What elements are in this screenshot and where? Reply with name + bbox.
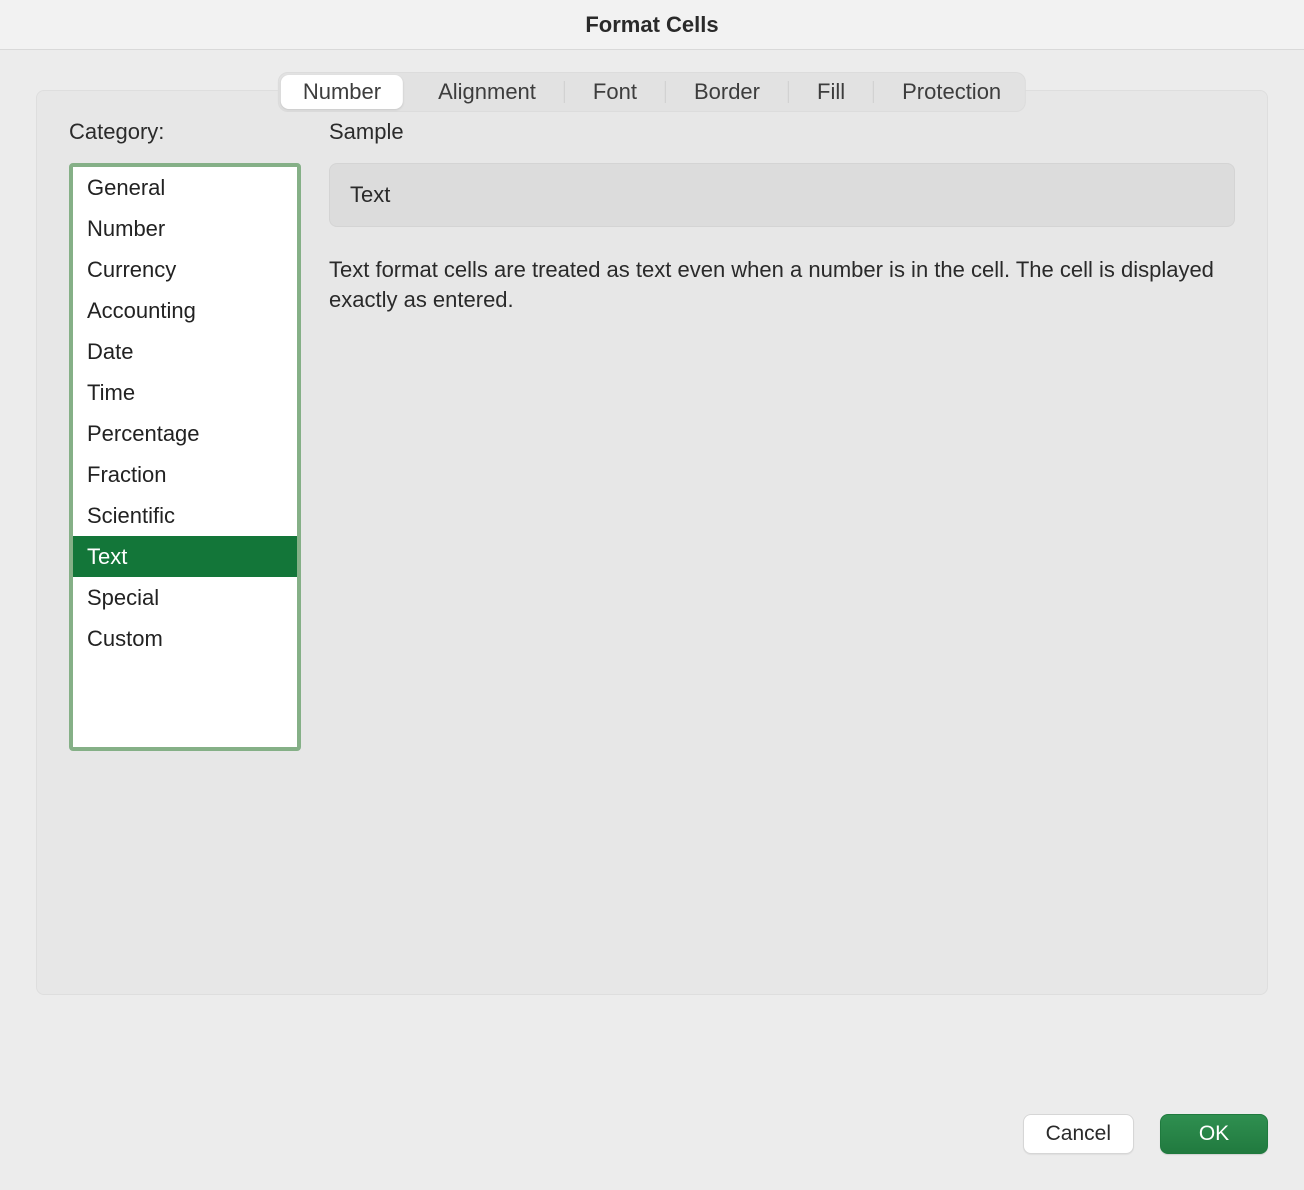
category-item-number[interactable]: Number <box>73 208 297 249</box>
format-description: Text format cells are treated as text ev… <box>329 255 1235 314</box>
category-item-special[interactable]: Special <box>73 577 297 618</box>
dialog-footer: Cancel OK <box>1023 1114 1268 1154</box>
tabstrip: Number Alignment Font Border Fill Protection <box>278 72 1026 112</box>
cancel-button[interactable]: Cancel <box>1023 1114 1134 1154</box>
right-column: Sample Text Text format cells are treate… <box>329 119 1235 962</box>
sample-label: Sample <box>329 119 1235 145</box>
category-item-text[interactable]: Text <box>73 536 297 577</box>
tab-border[interactable]: Border <box>672 75 782 109</box>
category-item-scientific[interactable]: Scientific <box>73 495 297 536</box>
ok-button[interactable]: OK <box>1160 1114 1268 1154</box>
category-column: Category: GeneralNumberCurrencyAccountin… <box>69 119 301 962</box>
tab-separator <box>788 81 789 103</box>
category-item-time[interactable]: Time <box>73 372 297 413</box>
window-title: Format Cells <box>585 12 718 38</box>
category-item-accounting[interactable]: Accounting <box>73 290 297 331</box>
tab-alignment[interactable]: Alignment <box>416 75 558 109</box>
category-item-general[interactable]: General <box>73 167 297 208</box>
category-item-percentage[interactable]: Percentage <box>73 413 297 454</box>
category-item-date[interactable]: Date <box>73 331 297 372</box>
client-area: Category: GeneralNumberCurrencyAccountin… <box>0 50 1304 1190</box>
category-item-fraction[interactable]: Fraction <box>73 454 297 495</box>
panel-inner: Category: GeneralNumberCurrencyAccountin… <box>69 119 1235 962</box>
tab-separator <box>564 81 565 103</box>
content-panel: Category: GeneralNumberCurrencyAccountin… <box>36 90 1268 995</box>
tab-number[interactable]: Number <box>281 75 403 109</box>
tab-separator <box>873 81 874 103</box>
sample-value: Text <box>350 182 390 207</box>
tab-separator <box>665 81 666 103</box>
tab-font[interactable]: Font <box>571 75 659 109</box>
sample-value-box: Text <box>329 163 1235 227</box>
category-label: Category: <box>69 119 301 145</box>
tab-fill[interactable]: Fill <box>795 75 867 109</box>
category-item-currency[interactable]: Currency <box>73 249 297 290</box>
tab-protection[interactable]: Protection <box>880 75 1023 109</box>
category-listbox[interactable]: GeneralNumberCurrencyAccountingDateTimeP… <box>69 163 301 751</box>
titlebar: Format Cells <box>0 0 1304 50</box>
category-item-custom[interactable]: Custom <box>73 618 297 659</box>
